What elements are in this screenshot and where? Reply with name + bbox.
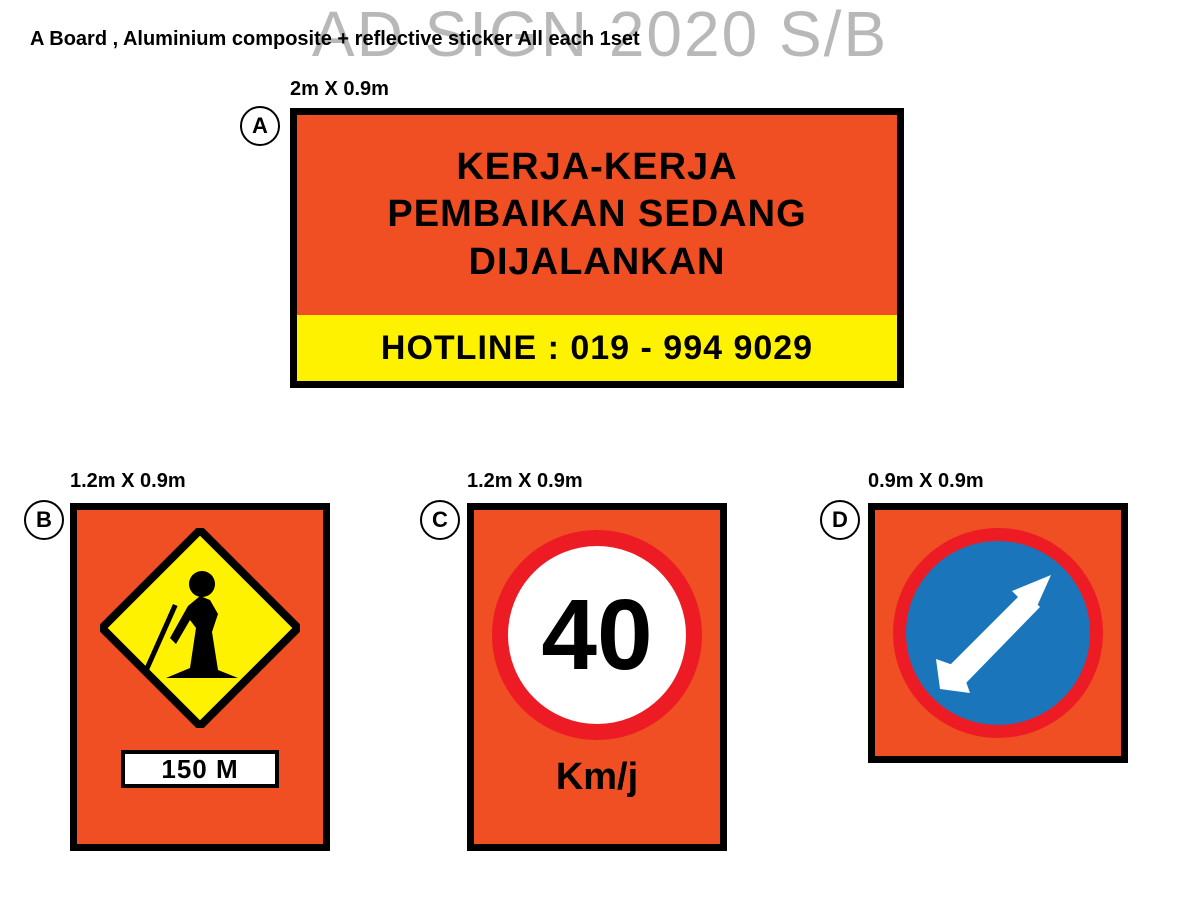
sign-c-dimension: 1.2m X 0.9m <box>467 470 583 493</box>
sign-a-board: KERJA-KERJA PEMBAIKAN SEDANG DIJALANKAN … <box>290 108 904 388</box>
speed-unit: Km/j <box>556 756 638 799</box>
distance-plate: 150 M <box>121 750 279 788</box>
roadwork-icon <box>100 528 300 728</box>
header-description: A Board , Aluminium composite + reflecti… <box>30 28 640 51</box>
sign-d-dimension: 0.9m X 0.9m <box>868 470 984 493</box>
sign-a-badge: A <box>240 106 280 146</box>
sign-a-line1: KERJA-KERJA <box>456 144 737 192</box>
speed-limit-circle: 40 <box>492 530 702 740</box>
keep-left-inner <box>906 541 1090 725</box>
keep-left-circle <box>893 528 1103 738</box>
sign-a-hotline: HOTLINE : 019 - 994 9029 <box>297 315 897 381</box>
sign-a-line2: PEMBAIKAN SEDANG <box>387 191 806 239</box>
sign-a-line3: DIJALANKAN <box>469 239 726 287</box>
sign-d-badge: D <box>820 500 860 540</box>
sign-a-dimension: 2m X 0.9m <box>290 78 389 101</box>
sign-a-message: KERJA-KERJA PEMBAIKAN SEDANG DIJALANKAN <box>297 115 897 315</box>
sign-b-badge: B <box>24 500 64 540</box>
sign-b-dimension: 1.2m X 0.9m <box>70 470 186 493</box>
roadwork-diamond <box>100 528 300 728</box>
sign-c-board: 40 Km/j <box>467 503 727 851</box>
arrow-down-left-icon <box>906 541 1090 725</box>
sign-c-badge: C <box>420 500 460 540</box>
speed-value: 40 <box>541 578 652 693</box>
sign-d-board <box>868 503 1128 763</box>
sign-b-board: 150 M <box>70 503 330 851</box>
